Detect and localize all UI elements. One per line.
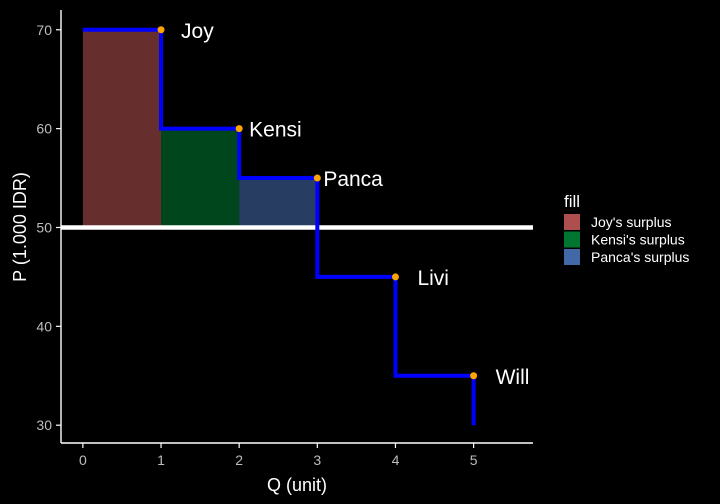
legend-label-1: Kensi's surplus <box>591 232 685 248</box>
point-label-4: Will <box>496 366 530 389</box>
x-axis-title: Q (unit) <box>267 475 327 495</box>
point-3 <box>391 273 399 281</box>
x-tick-label-3: 3 <box>313 452 321 468</box>
y-tick-label-1: 40 <box>36 318 52 334</box>
x-tick-label-4: 4 <box>392 452 400 468</box>
point-2 <box>313 174 321 182</box>
point-0 <box>157 26 165 34</box>
legend: fill Joy's surplus Kensi's surplusPanca's… <box>564 192 689 265</box>
y-tick-label-4: 70 <box>36 22 52 38</box>
point-label-3: Livi <box>417 267 449 290</box>
point-label-2: Panca <box>323 168 383 191</box>
legend-label-0: Joy's surplus <box>591 214 671 230</box>
surplus-area-1 <box>161 128 240 228</box>
x-tick-label-5: 5 <box>470 452 478 468</box>
y-tick-label-0: 30 <box>36 417 52 433</box>
legend-key-0 <box>564 214 580 230</box>
point-label-1: Kensi <box>249 119 302 142</box>
legend-title: fill <box>564 192 580 211</box>
point-4 <box>470 372 478 380</box>
x-tick-label-1: 1 <box>157 452 165 468</box>
x-tick-label-2: 2 <box>235 452 243 468</box>
legend-label-2: Panca's surplus <box>591 249 689 265</box>
y-axis-title: P (1.000 IDR) <box>10 172 30 282</box>
y-tick-label-2: 50 <box>36 219 52 235</box>
surplus-area-2 <box>239 178 318 228</box>
x-tick-label-0: 0 <box>79 452 87 468</box>
surplus-area-0 <box>82 29 162 228</box>
legend-key-2 <box>564 249 580 265</box>
point-label-0: Joy <box>181 20 214 43</box>
legend-key-1 <box>564 231 580 248</box>
y-tick-label-3: 60 <box>36 121 52 137</box>
point-1 <box>235 125 243 133</box>
